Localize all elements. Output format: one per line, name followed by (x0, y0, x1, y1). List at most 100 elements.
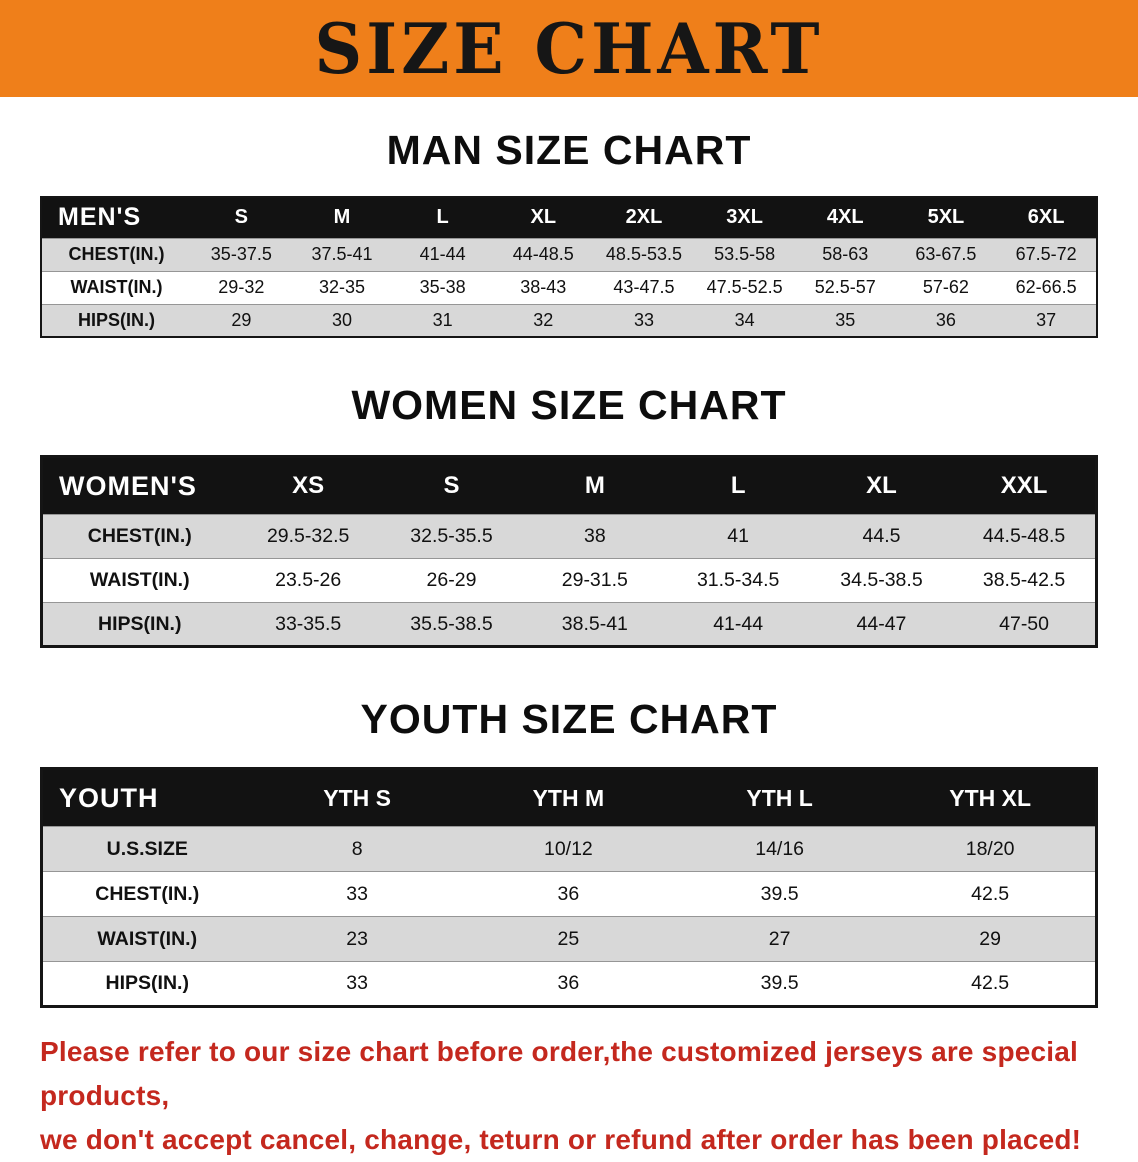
table-row: WAIST(IN.) 23 25 27 29 (41, 916, 1097, 962)
size-header-cell: XS (236, 456, 380, 515)
table-row: HIPS(IN.) 29 30 31 32 33 34 35 36 37 (41, 303, 1097, 337)
value-cell: 38.5-42.5 (953, 558, 1097, 603)
disclaimer-line-2: we don't accept cancel, change, teturn o… (40, 1124, 1082, 1155)
man-size-section: MAN SIZE CHART MEN'S S M L XL 2XL 3XL 4XL 5XL 6XL… (0, 127, 1138, 338)
value-cell: 57-62 (895, 270, 997, 304)
value-cell: 44-47 (809, 602, 954, 647)
size-header-cell: S (379, 456, 524, 515)
value-cell: 48.5-53.5 (593, 237, 695, 271)
table-row: HIPS(IN.) 33-35.5 35.5-38.5 38.5-41 41-44 44-… (41, 602, 1097, 647)
value-cell: 23.5-26 (236, 558, 380, 603)
value-cell: 52.5-57 (794, 270, 896, 304)
value-cell: 33-35.5 (236, 602, 380, 647)
table-row: WAIST(IN.) 29-32 32-35 35-38 38-43 43-47.5 47.… (41, 270, 1097, 304)
youth-size-chart-heading: YOUTH SIZE CHART (360, 696, 778, 742)
value-cell: 37 (996, 303, 1097, 337)
women-size-table: WOMEN'S XS S M L XL XXL CHEST(IN.) 29.5-32.5 32.5… (40, 455, 1098, 648)
value-cell: 39.5 (674, 871, 886, 917)
size-header-cell: 3XL (694, 197, 795, 238)
size-header-cell: XL (492, 197, 594, 238)
value-cell: 35.5-38.5 (379, 602, 524, 647)
value-cell: 37.5-41 (291, 237, 393, 271)
size-header-cell: YTH L (674, 768, 886, 827)
size-header-cell: 5XL (895, 197, 997, 238)
value-cell: 31 (392, 303, 493, 337)
size-header-cell: M (291, 197, 393, 238)
value-cell: 44-48.5 (492, 237, 594, 271)
row-label-cell: WAIST(IN.) (41, 558, 237, 603)
value-cell: 34 (694, 303, 795, 337)
value-cell: 42.5 (885, 871, 1097, 917)
value-cell: 38-43 (492, 270, 594, 304)
value-cell: 47-50 (953, 602, 1097, 647)
size-header-cell: L (666, 456, 810, 515)
value-cell: 33 (593, 303, 695, 337)
value-cell: 36 (462, 871, 674, 917)
row-label-cell: CHEST(IN.) (41, 514, 237, 559)
value-cell: 63-67.5 (895, 237, 997, 271)
value-cell: 35-38 (392, 270, 493, 304)
table-row: U.S.SIZE 8 10/12 14/16 18/20 (41, 826, 1097, 872)
men-table-wrap: MEN'S S M L XL 2XL 3XL 4XL 5XL 6XL CHEST(IN.) 35-37… (40, 196, 1098, 338)
value-cell: 8 (251, 826, 463, 872)
value-cell: 29-31.5 (523, 558, 667, 603)
disclaimer-text: Please refer to our size chart before or… (40, 1030, 1102, 1162)
value-cell: 10/12 (462, 826, 674, 872)
table-title-cell: WOMEN'S (41, 456, 237, 515)
value-cell: 43-47.5 (593, 270, 695, 304)
disclaimer-line-1: Please refer to our size chart before or… (40, 1036, 1079, 1111)
value-cell: 53.5-58 (694, 237, 795, 271)
value-cell: 27 (674, 916, 886, 962)
value-cell: 36 (895, 303, 997, 337)
value-cell: 18/20 (885, 826, 1097, 872)
value-cell: 38.5-41 (523, 602, 667, 647)
women-table-wrap: WOMEN'S XS S M L XL XXL CHEST(IN.) 29.5-32.5 32.5… (40, 455, 1098, 648)
value-cell: 29.5-32.5 (236, 514, 380, 559)
row-label-cell: HIPS(IN.) (41, 303, 191, 337)
row-label-cell: HIPS(IN.) (41, 961, 252, 1007)
size-header-cell: M (523, 456, 667, 515)
value-cell: 26-29 (379, 558, 524, 603)
value-cell: 58-63 (794, 237, 896, 271)
value-cell: 34.5-38.5 (809, 558, 954, 603)
row-label-cell: CHEST(IN.) (41, 871, 252, 917)
value-cell: 35-37.5 (191, 237, 292, 271)
size-header-cell: YTH M (462, 768, 674, 827)
size-header-cell: YTH XL (885, 768, 1097, 827)
size-header-cell: XXL (953, 456, 1097, 515)
table-row: CHEST(IN.) 33 36 39.5 42.5 (41, 871, 1097, 917)
table-row: CHEST(IN.) 35-37.5 37.5-41 41-44 44-48.5 48.5… (41, 237, 1097, 271)
women-size-section: WOMEN SIZE CHART WOMEN'S XS S M L XL XXL CHEST(… (0, 382, 1138, 648)
value-cell: 25 (462, 916, 674, 962)
value-cell: 41 (666, 514, 810, 559)
value-cell: 29 (191, 303, 292, 337)
size-chart-banner: SIZE CHART (0, 0, 1138, 97)
table-row: WAIST(IN.) 23.5-26 26-29 29-31.5 31.5-34.5 34… (41, 558, 1097, 603)
row-label-cell: WAIST(IN.) (41, 916, 252, 962)
value-cell: 42.5 (885, 961, 1097, 1007)
size-header-cell: S (191, 197, 292, 238)
banner-title: SIZE CHART (314, 7, 824, 90)
value-cell: 62-66.5 (996, 270, 1097, 304)
value-cell: 33 (251, 871, 463, 917)
size-header-cell: 2XL (593, 197, 695, 238)
row-label-cell: WAIST(IN.) (41, 270, 191, 304)
header-row: MEN'S S M L XL 2XL 3XL 4XL 5XL 6XL (41, 197, 1097, 238)
table-row: HIPS(IN.) 33 36 39.5 42.5 (41, 961, 1097, 1007)
size-header-cell: 6XL (996, 197, 1097, 238)
youth-size-section: YOUTH SIZE CHART YOUTH YTH S YTH M YTH L YTH… (0, 696, 1138, 1008)
value-cell: 29-32 (191, 270, 292, 304)
value-cell: 31.5-34.5 (666, 558, 810, 603)
table-title-cell: YOUTH (41, 768, 252, 827)
row-label-cell: CHEST(IN.) (41, 237, 191, 271)
value-cell: 23 (251, 916, 463, 962)
table-row: CHEST(IN.) 29.5-32.5 32.5-35.5 38 41 44.5 44.5… (41, 514, 1097, 559)
value-cell: 41-44 (392, 237, 493, 271)
size-header-cell: L (392, 197, 493, 238)
value-cell: 38 (523, 514, 667, 559)
man-size-chart-heading: MAN SIZE CHART (386, 127, 752, 173)
row-label-cell: HIPS(IN.) (41, 602, 237, 647)
value-cell: 33 (251, 961, 463, 1007)
header-row: YOUTH YTH S YTH M YTH L YTH XL (41, 768, 1097, 827)
value-cell: 32 (492, 303, 594, 337)
